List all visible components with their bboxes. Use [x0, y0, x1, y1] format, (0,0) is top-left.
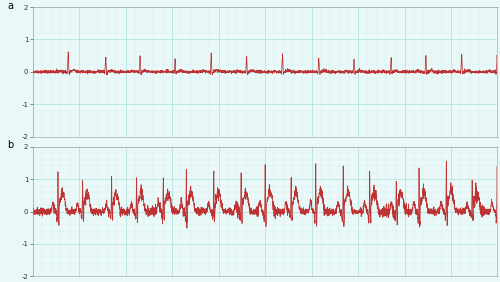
Text: b: b: [7, 140, 13, 150]
Text: a: a: [7, 1, 13, 11]
